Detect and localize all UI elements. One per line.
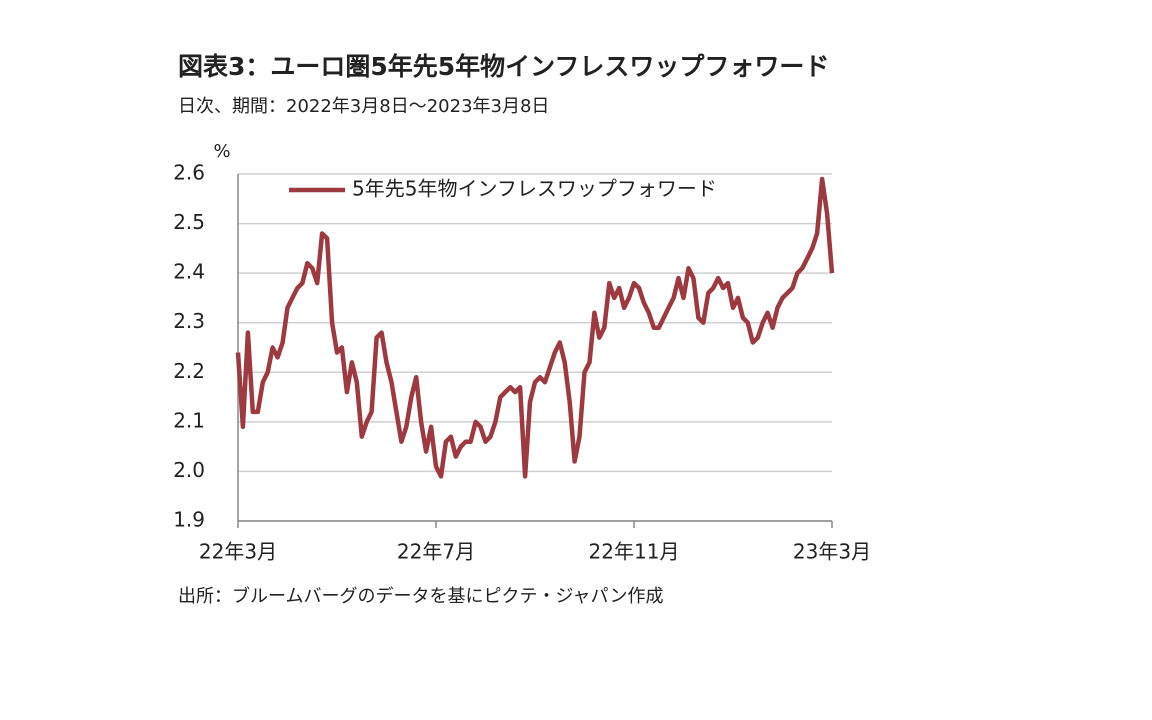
y-tick-label: 2.4 xyxy=(173,260,205,284)
chart-subtitle: 日次、期間：2022年3月8日～2023年3月8日 xyxy=(178,96,549,117)
source-note: 出所：ブルームバーグのデータを基にピクテ・ジャパン作成 xyxy=(178,585,663,607)
x-tick-label: 22年3月 xyxy=(199,540,277,564)
y-tick-label: 2.6 xyxy=(173,161,205,185)
y-tick-label: 2.2 xyxy=(173,359,205,383)
y-tick-label: 2.1 xyxy=(173,408,205,432)
y-tick-label: 2.5 xyxy=(173,210,205,234)
x-tick-label: 23年3月 xyxy=(793,540,871,564)
data-line xyxy=(235,176,835,479)
y-tick-label: 1.9 xyxy=(173,508,205,532)
x-tick-label: 22年11月 xyxy=(589,540,680,564)
y-tick-label: 2.0 xyxy=(173,458,205,482)
y-tick-label: 2.3 xyxy=(173,309,205,333)
legend-label: 5年先5年物インフレスワップフォワード xyxy=(352,177,717,201)
chart-title: 図表3：ユーロ圏5年先5年物インフレスワップフォワード xyxy=(178,52,829,81)
y-axis-label: % xyxy=(213,141,230,162)
x-tick-label: 22年7月 xyxy=(397,540,475,564)
